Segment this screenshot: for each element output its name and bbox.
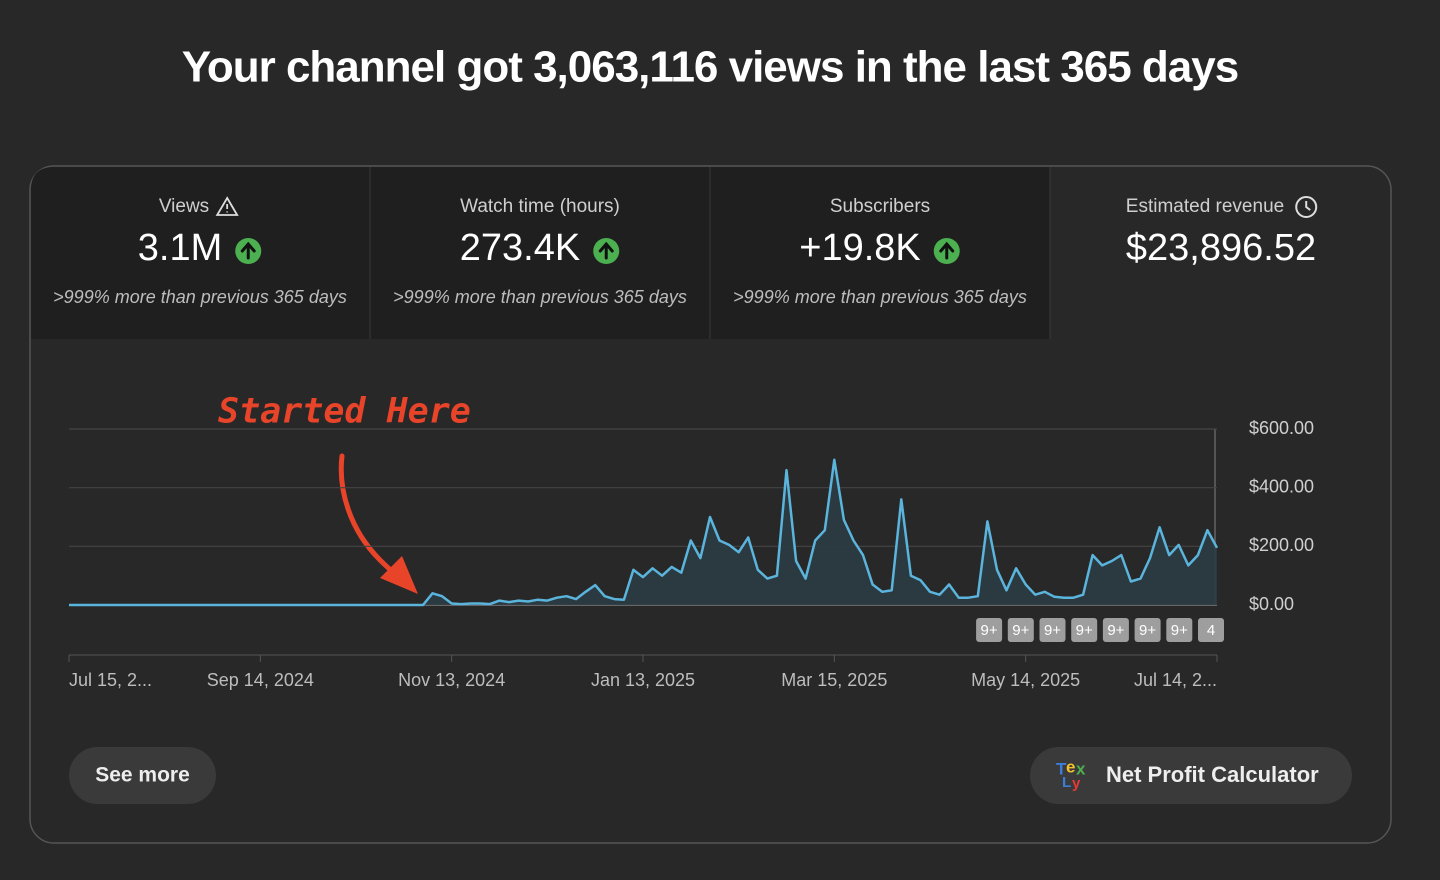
up-icon-arrow — [939, 241, 955, 260]
badge-label: 9+ — [1076, 622, 1093, 639]
metric-label: Views — [159, 196, 209, 217]
annotation-arrowhead — [380, 556, 418, 594]
x-tick-label: May 14, 2025 — [971, 670, 1080, 690]
badge — [976, 618, 1003, 642]
clock-hands — [1305, 201, 1311, 211]
metric-comparison: >999% more than previous 365 days — [53, 287, 347, 307]
x-tick-label: Jul 14, 2... — [1134, 670, 1217, 690]
logo-part: y — [1072, 775, 1081, 792]
up-icon-arrow — [598, 241, 614, 260]
x-tick-label: Mar 15, 2025 — [781, 670, 887, 690]
y-tick-label: $0.00 — [1249, 594, 1294, 614]
x-tick-label: Sep 14, 2024 — [207, 670, 314, 690]
metric-label: Subscribers — [830, 196, 930, 217]
logo: T e x L y — [1056, 757, 1086, 791]
badge — [1071, 618, 1098, 642]
see-more-button[interactable]: See more — [69, 747, 216, 804]
warning-icon — [215, 196, 239, 216]
y-tick-label: $600.00 — [1249, 418, 1314, 438]
area — [69, 459, 1217, 605]
y-tick-label: $400.00 — [1249, 476, 1314, 496]
badge-label: 9+ — [981, 622, 998, 639]
badge-label: 9+ — [1012, 622, 1029, 639]
net-profit-button[interactable]: T e x L y Net Profit Calculator — [1030, 747, 1352, 804]
badge-label: 9+ — [1044, 622, 1061, 639]
badge — [1134, 618, 1161, 642]
metric-comparison: >999% more than previous 365 days — [733, 287, 1027, 307]
page-title: Your channel got 3,063,116 views in the … — [182, 43, 1238, 92]
metric-value: 273.4K — [460, 227, 580, 269]
logo-part: x — [1076, 759, 1086, 778]
badge-label: 9+ — [1107, 622, 1124, 639]
badge — [1007, 618, 1034, 642]
logo-part: e — [1066, 757, 1075, 776]
badge-label: 4 — [1207, 622, 1215, 639]
badge — [1166, 618, 1193, 642]
button-label[interactable]: See more — [95, 764, 190, 787]
button-bg[interactable] — [1030, 747, 1352, 804]
badge-label: 9+ — [1171, 622, 1188, 639]
up-icon-arrow — [240, 241, 256, 260]
button-bg[interactable] — [69, 747, 216, 804]
metric-value: 3.1M — [138, 227, 222, 269]
button-label[interactable]: Net Profit Calculator — [1106, 762, 1319, 787]
x-tick-label: Nov 13, 2024 — [398, 670, 505, 690]
y-tick-label: $200.00 — [1249, 535, 1314, 555]
metric-label: Estimated revenue — [1126, 196, 1284, 217]
logo-part: L — [1062, 774, 1071, 791]
metric-comparison: >999% more than previous 365 days — [393, 287, 687, 307]
line — [69, 458, 1219, 607]
logo-part: T — [1056, 759, 1067, 778]
metric-value: +19.8K — [799, 227, 921, 269]
badge-label: 9+ — [1139, 622, 1156, 639]
x-tick-label: Jan 13, 2025 — [591, 670, 695, 690]
x-tick-label: Jul 15, 2... — [69, 670, 152, 690]
annotation: Started Here — [218, 392, 471, 432]
metric-label: Watch time (hours) — [460, 196, 620, 217]
metric-value: $23,896.52 — [1126, 227, 1316, 269]
badge — [1198, 618, 1224, 642]
clock-icon — [1295, 196, 1318, 218]
badge — [1102, 618, 1129, 642]
badge — [1039, 618, 1066, 642]
metrics-bg — [31, 167, 1050, 339]
